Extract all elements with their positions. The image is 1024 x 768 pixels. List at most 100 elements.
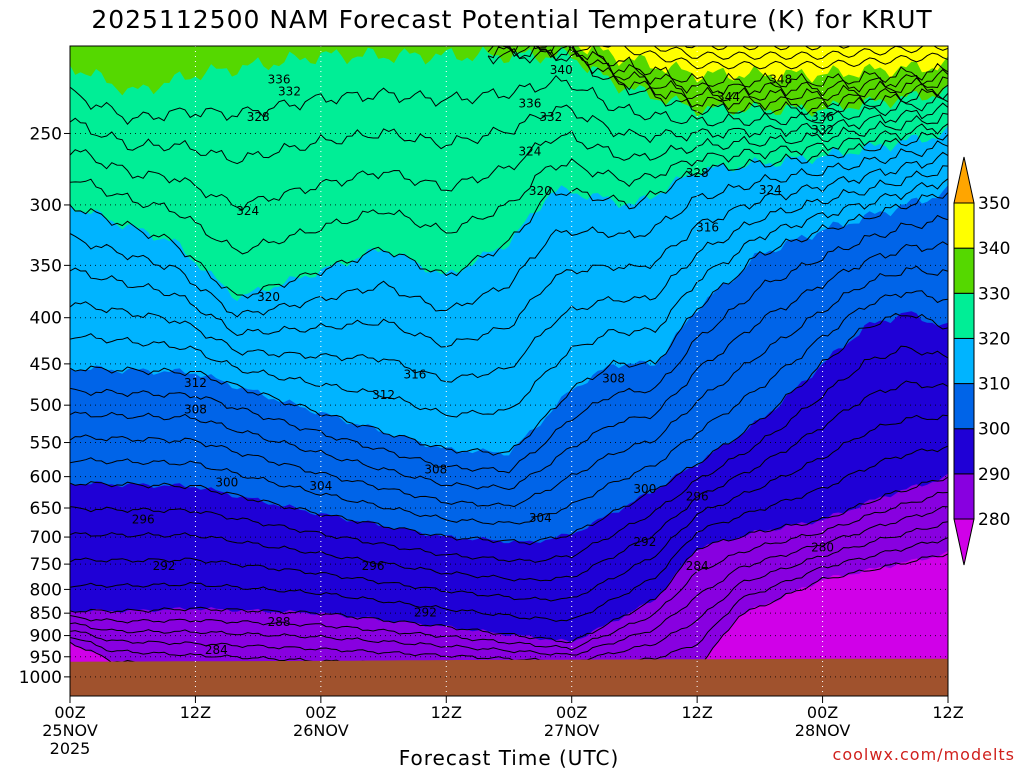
isentrope-332 <box>487 46 948 111</box>
fill-above-340 <box>488 46 948 83</box>
contour-label: 292 <box>153 559 176 573</box>
surface-layer <box>70 658 948 696</box>
isentrope-338 <box>505 46 948 88</box>
isentrope-320 <box>70 131 948 299</box>
isentrope-328 <box>70 74 948 127</box>
isentrope-294 <box>70 414 948 602</box>
isentrope-316 <box>70 151 948 348</box>
y-tick-label: 850 <box>30 604 62 624</box>
contour-label: 332 <box>811 123 834 137</box>
isentrope-284 <box>70 521 948 663</box>
y-tick-label: 950 <box>30 648 62 668</box>
colorbar-label: 330 <box>978 284 1010 304</box>
y-tick-label: 700 <box>30 528 62 548</box>
isentrope-310 <box>70 192 948 456</box>
contour-label: 300 <box>215 476 238 490</box>
contour-label: 316 <box>696 220 719 234</box>
contour-label: 324 <box>236 204 259 218</box>
plot-area <box>70 46 948 696</box>
y-tick-label: 500 <box>30 396 62 416</box>
y-tick-label: 250 <box>30 124 62 144</box>
y-tick-label: 650 <box>30 499 62 519</box>
x-tick-label: 12Z <box>932 703 963 722</box>
colorbar-label: 290 <box>978 465 1010 485</box>
colorbar-band-340 <box>953 202 975 249</box>
x-tick-label: 12Z <box>431 703 462 722</box>
x-tick-label: 12Z <box>681 703 712 722</box>
contour-label: 328 <box>247 110 270 124</box>
contour-label: 340 <box>550 63 573 77</box>
contour-label: 308 <box>184 402 207 416</box>
contour-label: 324 <box>518 144 541 158</box>
contour-label: 336 <box>518 97 541 111</box>
x-tick-label: 00Z <box>556 703 587 722</box>
contour-label: 320 <box>529 184 552 198</box>
grid-lines <box>70 46 948 696</box>
y-tick-label: 1000 <box>19 668 62 688</box>
contour-label: 284 <box>686 559 709 573</box>
contour-label: 320 <box>257 290 280 304</box>
contour-label: 280 <box>811 541 834 555</box>
contour-label: 332 <box>539 110 562 124</box>
isentrope-296 <box>70 380 948 582</box>
y-tick-label: 450 <box>30 355 62 375</box>
colorbar-label: 310 <box>978 375 1010 395</box>
chart-title: 2025112500 NAM Forecast Potential Temper… <box>91 5 932 34</box>
x-tick-label: 00Z <box>305 703 336 722</box>
isentrope-302 <box>70 290 948 525</box>
y-tick-label: 400 <box>30 309 62 329</box>
contour-label: 324 <box>759 183 782 197</box>
contour-label: 296 <box>362 559 385 573</box>
colorbar-above-350 <box>953 156 975 204</box>
colorbar-label: 340 <box>978 239 1010 259</box>
contour-label: 328 <box>686 166 709 180</box>
y-axis: 250 300 350 400 450 500 550 600 650 700 750 800 850 9… <box>19 124 70 688</box>
isentrope-312 <box>70 178 948 418</box>
isentrope-326 <box>70 102 948 165</box>
y-tick-label: 800 <box>30 580 62 600</box>
credit-link[interactable]: coolwx.com/modelts <box>833 745 1015 764</box>
contour-label: 348 <box>769 72 792 86</box>
contour-label: 308 <box>424 463 447 477</box>
contour-label: 308 <box>602 372 625 386</box>
isentrope-352 <box>684 46 876 51</box>
colorbar-below-280 <box>953 518 975 566</box>
y-tick-label: 300 <box>30 196 62 216</box>
contour-label: 344 <box>717 90 740 104</box>
isentrope-348 <box>653 46 948 60</box>
y-tick-label: 900 <box>30 627 62 647</box>
contour-label: 292 <box>633 535 656 549</box>
x-tick-date: 27NOV <box>544 721 600 740</box>
colorbar-band-280 <box>953 473 975 520</box>
y-tick-label: 550 <box>30 434 62 454</box>
isentrope-330 <box>487 48 948 116</box>
colorbar-band-300 <box>953 383 975 430</box>
colorbar-band-320 <box>953 292 975 339</box>
isentrope-286 <box>70 505 948 656</box>
colorbar-label: 320 <box>978 329 1010 349</box>
isentrope-306 <box>70 241 948 491</box>
contour-label: 336 <box>268 72 291 86</box>
isentrope-292 <box>70 445 948 622</box>
contour-label: 304 <box>309 479 332 493</box>
isentrope-298 <box>70 345 948 563</box>
ground-surface <box>70 658 948 696</box>
x-tick-label: 00Z <box>807 703 838 722</box>
isentrope-344 <box>601 46 948 70</box>
isentrope-336 <box>503 46 948 97</box>
contour-label: 296 <box>132 512 155 526</box>
contour-label: 312 <box>184 376 207 390</box>
contour-label: 288 <box>268 615 291 629</box>
isentrope-290 <box>70 476 948 644</box>
colorbar: 280 290 300 310 320 330 340 350 <box>953 156 1010 566</box>
x-tick-date: 26NOV <box>293 721 349 740</box>
contour-label: 292 <box>414 606 437 620</box>
isentrope-334 <box>487 46 948 102</box>
colorbar-label: 280 <box>978 510 1010 530</box>
x-tick-label: 12Z <box>180 703 211 722</box>
isentrope-324 <box>70 112 948 211</box>
isentrope-288 <box>70 491 948 651</box>
colorbar-band-330 <box>953 247 975 294</box>
